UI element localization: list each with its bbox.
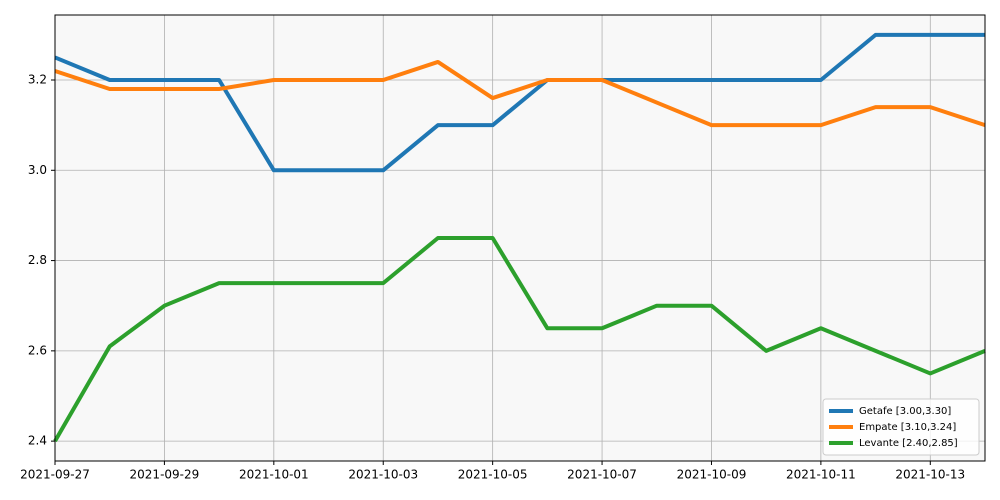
- x-tick-label: 2021-10-11: [786, 468, 856, 482]
- x-tick-label: 2021-09-29: [130, 468, 200, 482]
- y-tick-label: 3.2: [28, 73, 47, 87]
- lines: [53, 32, 986, 443]
- x-tick-label: 2021-10-01: [239, 468, 309, 482]
- y-tick-label: 2.4: [28, 434, 47, 448]
- x-tick-label: 2021-10-07: [567, 468, 637, 482]
- series-line: [54, 32, 985, 173]
- x-tick-label: 2021-10-13: [895, 468, 965, 482]
- legend: Getafe [3.00,3.30] Empate [3.10,3.24] Leva…: [822, 398, 980, 456]
- x-tick-label: 2021-10-05: [458, 468, 528, 482]
- y-tick-label: 2.6: [28, 343, 47, 357]
- series-line: [53, 236, 986, 443]
- series-line: [54, 59, 986, 128]
- legend-label: Levante [2.40,2.85]: [859, 438, 958, 449]
- y-tick-label: 3.0: [28, 163, 47, 177]
- labels: 2021-09-27 2021-09-29 2021-10-01 2021-10-03…: [20, 73, 965, 482]
- axes-frame: [54, 14, 986, 462]
- y-tick-label: 2.8: [28, 253, 47, 267]
- legend-box: [822, 398, 980, 456]
- x-tick-label: 2021-10-03: [348, 468, 418, 482]
- x-tick-label: 2021-10-09: [677, 468, 747, 482]
- legend-label: Empate [3.10,3.24]: [859, 422, 956, 433]
- legend-label: Getafe [3.00,3.30]: [859, 406, 951, 417]
- x-tick-label: 2021-09-27: [20, 468, 90, 482]
